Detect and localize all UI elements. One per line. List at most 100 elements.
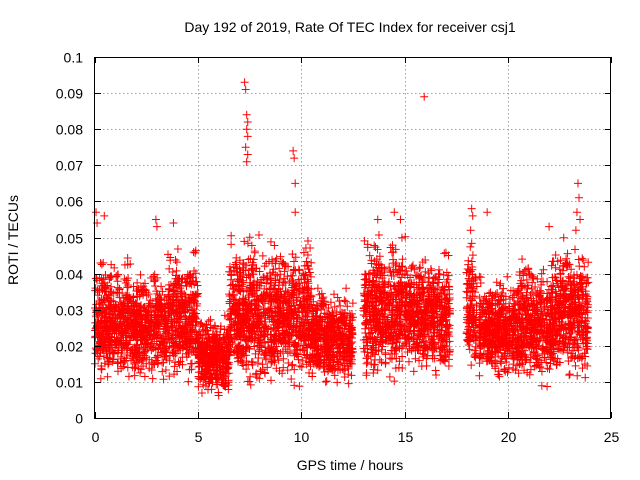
data-point <box>236 356 245 365</box>
data-point <box>189 248 198 257</box>
data-point <box>271 270 280 279</box>
data-point <box>310 356 319 365</box>
data-point <box>401 266 410 275</box>
data-point <box>233 299 242 308</box>
data-point <box>377 264 386 273</box>
data-point <box>257 343 266 352</box>
data-point <box>287 328 296 337</box>
data-point <box>173 276 182 285</box>
data-point <box>302 257 311 266</box>
data-point <box>217 376 226 385</box>
data-point <box>254 319 263 328</box>
data-point <box>347 371 356 380</box>
data-point <box>108 357 117 366</box>
data-point <box>243 343 252 352</box>
data-point <box>495 372 504 381</box>
data-point <box>374 307 383 316</box>
data-point <box>208 361 217 370</box>
data-point <box>252 369 261 378</box>
data-point <box>346 353 355 362</box>
data-point <box>124 274 133 283</box>
data-point <box>386 334 395 343</box>
data-point <box>148 359 157 368</box>
data-point <box>295 301 304 310</box>
data-point <box>391 261 400 270</box>
data-point <box>119 358 128 367</box>
data-point <box>391 295 400 304</box>
data-point <box>347 309 356 318</box>
data-point <box>238 270 247 279</box>
data-point <box>267 325 276 334</box>
data-point <box>238 263 247 272</box>
data-point <box>165 292 174 301</box>
data-point <box>283 272 292 281</box>
data-point <box>120 324 129 333</box>
data-point <box>149 331 158 340</box>
data-point <box>172 337 181 346</box>
data-point <box>390 325 399 334</box>
data-point <box>475 272 484 281</box>
data-point <box>262 288 271 297</box>
data-point <box>295 308 304 317</box>
data-point <box>300 318 309 327</box>
data-point <box>380 319 389 328</box>
data-point <box>122 339 131 348</box>
data-point <box>129 282 138 291</box>
data-point <box>168 268 177 277</box>
data-point <box>201 358 210 367</box>
data-point <box>191 277 200 286</box>
data-point <box>97 364 106 373</box>
data-point <box>184 296 193 305</box>
data-point <box>194 346 203 355</box>
data-point <box>311 312 320 321</box>
data-point <box>330 290 339 299</box>
data-point <box>200 339 209 348</box>
data-point <box>165 372 174 381</box>
data-point <box>330 371 339 380</box>
data-point <box>371 282 380 291</box>
data-point <box>301 270 310 279</box>
data-point <box>235 268 244 277</box>
data-point <box>360 236 369 245</box>
data-point <box>391 345 400 354</box>
data-point <box>372 293 381 302</box>
data-point <box>113 323 122 332</box>
data-point <box>378 306 387 315</box>
data-point <box>392 305 401 314</box>
data-point <box>334 360 343 369</box>
data-point <box>272 342 281 351</box>
data-point <box>281 327 290 336</box>
data-point <box>250 248 259 257</box>
data-point <box>253 292 262 301</box>
data-point <box>344 379 353 388</box>
data-point <box>153 289 162 298</box>
data-point <box>204 334 213 343</box>
data-point <box>227 240 236 249</box>
data-point <box>326 298 335 307</box>
data-point <box>161 348 170 357</box>
data-point <box>96 341 105 350</box>
data-point <box>259 295 268 304</box>
data-point <box>373 332 382 341</box>
data-point <box>226 322 235 331</box>
data-point <box>372 294 381 303</box>
data-point <box>289 277 298 286</box>
data-point <box>312 349 321 358</box>
data-point <box>180 301 189 310</box>
data-point <box>231 258 240 267</box>
data-point <box>210 370 219 379</box>
data-point <box>346 359 355 368</box>
data-point <box>342 284 351 293</box>
data-point <box>261 310 270 319</box>
data-point <box>375 277 384 286</box>
data-point <box>103 337 112 346</box>
data-point <box>282 329 291 338</box>
data-point <box>445 347 454 356</box>
data-point <box>102 347 111 356</box>
data-point <box>233 314 242 323</box>
data-point <box>275 319 284 328</box>
data-point <box>122 338 131 347</box>
data-point <box>135 322 144 331</box>
data-point <box>269 265 278 274</box>
data-point <box>99 275 108 284</box>
